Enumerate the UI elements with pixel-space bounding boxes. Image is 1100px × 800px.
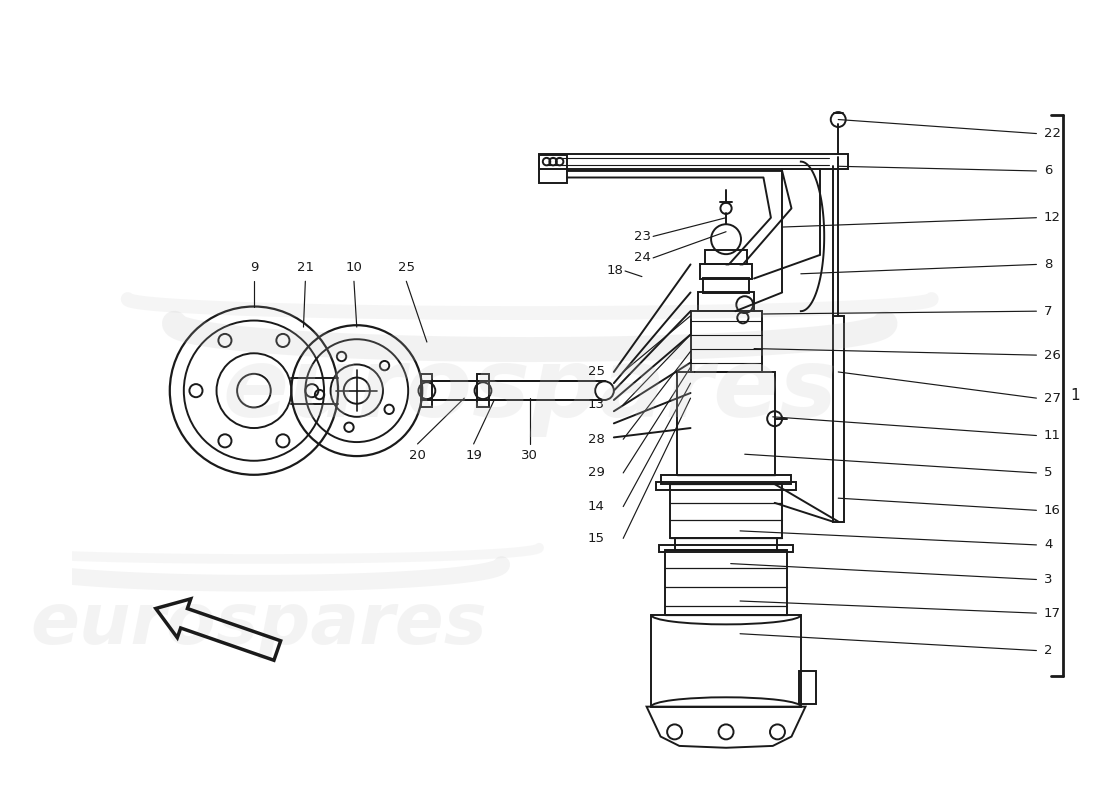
Bar	[705, 250, 747, 265]
Text: 22: 22	[1044, 127, 1060, 140]
Text: 1: 1	[1070, 388, 1080, 403]
Bar	[703, 278, 749, 294]
Text: 12: 12	[1044, 211, 1060, 224]
Bar	[539, 154, 848, 169]
Text: 28: 28	[587, 433, 605, 446]
Text: eurospares: eurospares	[222, 344, 837, 437]
Bar	[477, 374, 488, 407]
Text: 16: 16	[1044, 504, 1060, 517]
Bar	[698, 293, 755, 311]
Bar	[799, 671, 816, 704]
Text: 21: 21	[297, 261, 313, 274]
Text: 2: 2	[1044, 644, 1053, 657]
Text: 29: 29	[587, 466, 605, 479]
Text: 4: 4	[1044, 538, 1053, 551]
Text: 7: 7	[1044, 305, 1053, 318]
Text: 24: 24	[635, 251, 651, 264]
Text: 8: 8	[1044, 258, 1053, 271]
Bar	[666, 550, 786, 615]
Bar	[651, 615, 801, 706]
Text: 18: 18	[606, 265, 624, 278]
Text: 9: 9	[250, 261, 258, 274]
Bar	[539, 155, 568, 183]
Text: 17: 17	[1044, 606, 1060, 620]
Text: 10: 10	[345, 261, 362, 274]
Text: 13: 13	[587, 398, 605, 411]
Bar	[659, 545, 793, 552]
Text: 6: 6	[1044, 165, 1053, 178]
Text: 15: 15	[587, 532, 605, 545]
Text: 3: 3	[1044, 573, 1053, 586]
Text: 27: 27	[1044, 392, 1060, 405]
Bar	[833, 316, 844, 522]
Bar	[656, 482, 796, 490]
Text: 20: 20	[409, 449, 426, 462]
Circle shape	[343, 378, 370, 404]
Bar	[674, 538, 778, 550]
Text: 5: 5	[1044, 466, 1053, 479]
Bar	[678, 372, 774, 474]
Text: 26: 26	[1044, 349, 1060, 362]
Text: 30: 30	[521, 449, 538, 462]
Text: 11: 11	[1044, 429, 1060, 442]
Text: 25: 25	[398, 261, 415, 274]
Text: 19: 19	[465, 449, 482, 462]
Bar	[700, 265, 752, 279]
Text: 23: 23	[635, 230, 651, 243]
Bar	[670, 484, 782, 538]
Bar	[691, 311, 761, 372]
Text: 14: 14	[587, 500, 605, 513]
Text: eurospares: eurospares	[30, 590, 487, 659]
Bar	[661, 474, 792, 484]
Bar	[421, 374, 432, 407]
Text: 25: 25	[587, 366, 605, 378]
